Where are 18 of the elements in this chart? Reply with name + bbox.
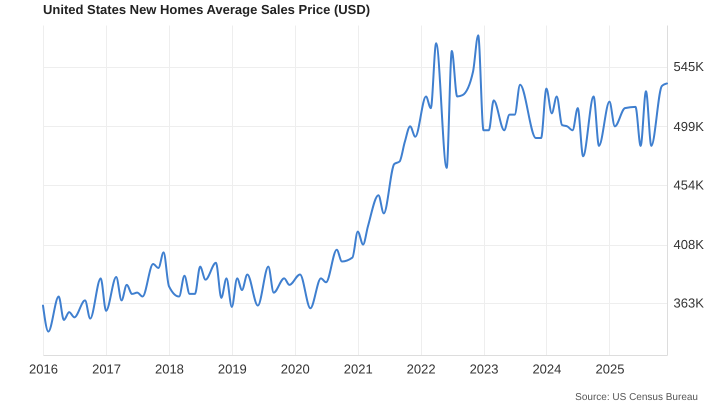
y-tick-label: 363K xyxy=(674,296,704,311)
y-tick-label: 545K xyxy=(674,59,704,74)
x-tick-label: 2021 xyxy=(344,362,373,376)
x-tick-label: 2023 xyxy=(470,362,498,376)
chart-title: United States New Homes Average Sales Price (USD) xyxy=(43,2,370,17)
x-tick-label: 2024 xyxy=(532,362,562,376)
y-tick-label: 499K xyxy=(674,118,704,134)
x-tick-label: 2020 xyxy=(280,362,310,376)
x-tick-label: 2018 xyxy=(154,362,184,376)
x-tick-label: 2019 xyxy=(218,362,247,376)
y-tick-label: 408K xyxy=(674,237,704,252)
x-tick-label: 2017 xyxy=(92,362,122,376)
x-tick-label: 2025 xyxy=(595,362,624,376)
x-tick-label: 2016 xyxy=(29,362,58,376)
source-note: Source: US Census Bureau xyxy=(575,392,698,403)
line-series xyxy=(42,34,668,333)
x-tick-label: 2022 xyxy=(406,362,436,376)
y-tick-label: 454K xyxy=(674,177,704,192)
